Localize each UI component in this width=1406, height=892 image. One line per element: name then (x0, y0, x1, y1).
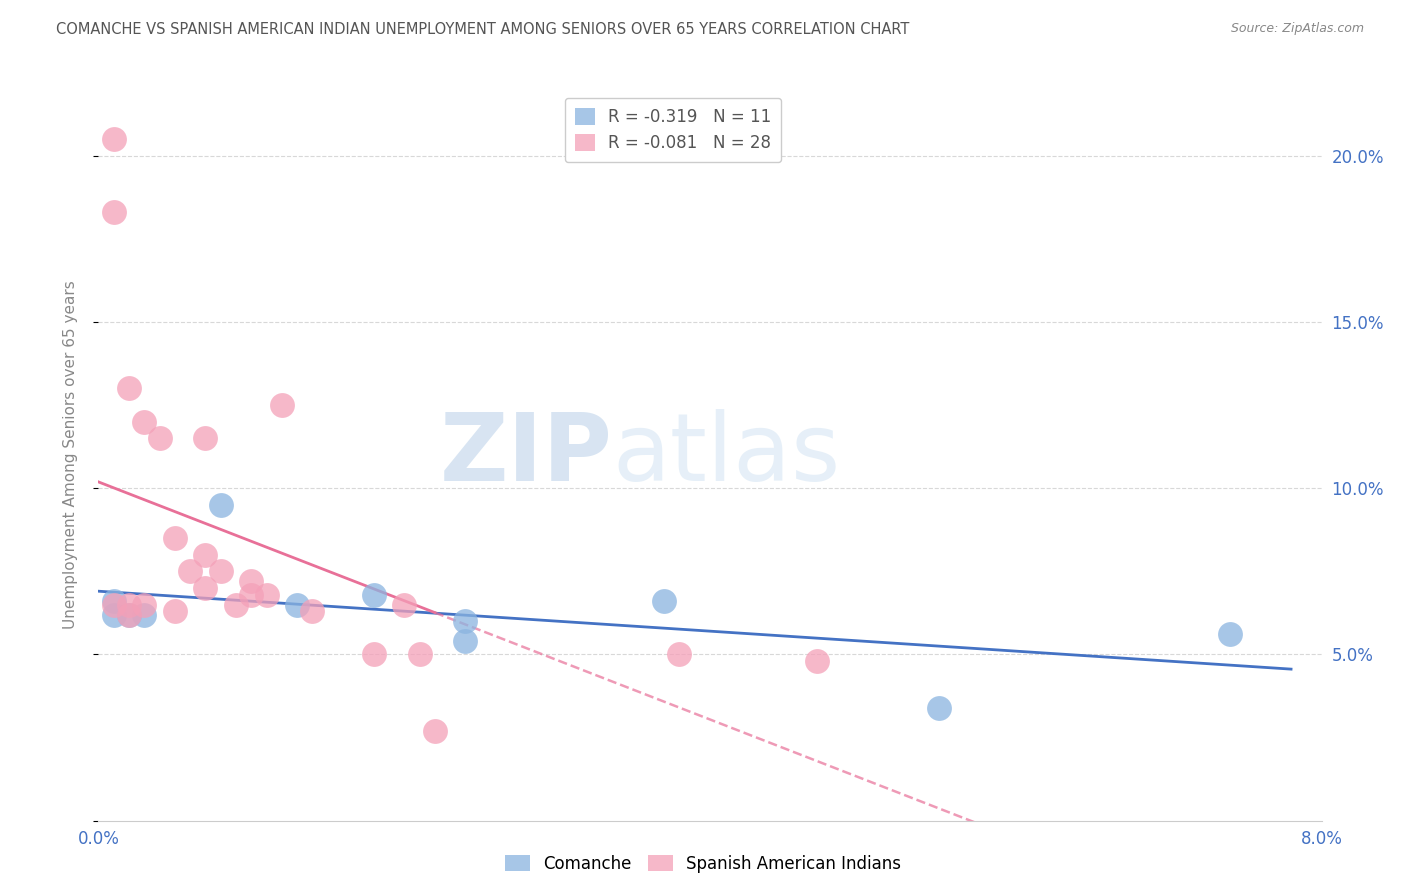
Point (194, 548, 217, 562)
Point (301, 604, 323, 618)
Point (1219, 627, 1241, 641)
Point (103, 594, 125, 608)
Text: atlas: atlas (612, 409, 841, 501)
Point (285, 598, 308, 612)
Point (256, 588, 278, 602)
Y-axis label: Unemployment Among Seniors over 65 years: Unemployment Among Seniors over 65 years (63, 281, 77, 629)
Point (225, 598, 247, 612)
Point (363, 588, 385, 602)
Point (209, 498, 232, 512)
Point (118, 607, 141, 622)
Point (668, 648, 690, 662)
Legend: R = -0.319   N = 11, R = -0.081   N = 28: R = -0.319 N = 11, R = -0.081 N = 28 (565, 97, 782, 162)
Text: COMANCHE VS SPANISH AMERICAN INDIAN UNEMPLOYMENT AMONG SENIORS OVER 65 YEARS COR: COMANCHE VS SPANISH AMERICAN INDIAN UNEM… (56, 22, 910, 37)
Point (118, 381, 141, 395)
Point (103, 598, 125, 612)
Point (454, 634, 477, 648)
Point (149, 431, 172, 445)
Point (194, 581, 217, 595)
Point (163, 531, 186, 545)
Point (103, 132, 125, 146)
Point (240, 588, 263, 602)
Point (134, 598, 156, 612)
Point (134, 607, 156, 622)
Point (363, 648, 385, 662)
Point (134, 415, 156, 429)
Point (179, 564, 201, 578)
Legend: Comanche, Spanish American Indians: Comanche, Spanish American Indians (498, 848, 908, 880)
Point (454, 614, 477, 628)
Point (194, 431, 217, 445)
Point (118, 607, 141, 622)
Point (103, 205, 125, 219)
Point (163, 604, 186, 618)
Point (103, 607, 125, 622)
Point (408, 648, 430, 662)
Point (928, 700, 950, 714)
Point (118, 598, 141, 612)
Text: Source: ZipAtlas.com: Source: ZipAtlas.com (1230, 22, 1364, 36)
Point (652, 594, 675, 608)
Point (209, 564, 232, 578)
Point (806, 654, 828, 668)
Point (423, 723, 446, 738)
Text: ZIP: ZIP (439, 409, 612, 501)
Point (240, 574, 263, 589)
Point (270, 398, 294, 412)
Point (392, 598, 416, 612)
